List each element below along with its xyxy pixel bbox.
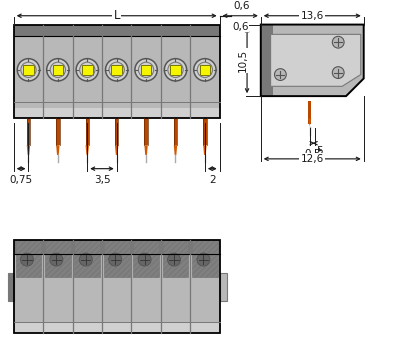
Bar [104,240,130,278]
Circle shape [46,58,70,81]
Bar [8,273,14,301]
Bar [131,102,161,108]
Bar [14,25,220,118]
Bar [16,240,41,278]
Circle shape [193,58,217,81]
Bar [115,118,118,145]
Bar [192,240,218,278]
Bar [23,65,34,75]
Bar [74,240,100,278]
Circle shape [332,37,344,48]
Text: L: L [114,9,120,22]
Bar [72,102,102,108]
Polygon shape [27,145,30,155]
Polygon shape [308,119,311,126]
Bar [162,240,188,278]
Polygon shape [86,145,89,155]
Text: 0,75: 0,75 [10,174,33,185]
Text: 2: 2 [209,174,216,185]
Text: 13,6: 13,6 [301,11,324,21]
Bar [14,102,43,108]
Bar [14,240,220,254]
Bar [174,118,177,145]
Bar [102,102,131,108]
Text: 0,6: 0,6 [232,22,248,32]
Circle shape [274,69,286,80]
Bar [141,65,151,75]
Text: 10,5: 10,5 [238,49,248,72]
Circle shape [109,253,122,266]
Bar [56,118,60,145]
Circle shape [138,253,151,266]
Text: 0,6: 0,6 [233,1,250,11]
Polygon shape [144,145,148,155]
Polygon shape [270,34,361,86]
Bar [86,118,89,145]
Bar [220,273,228,301]
Bar [14,240,220,333]
Bar [14,25,220,118]
Bar [82,65,92,75]
Bar [203,118,207,145]
Polygon shape [56,145,60,155]
Text: 3,5: 3,5 [94,174,110,185]
Bar [52,65,63,75]
Bar [190,102,220,108]
Circle shape [164,58,187,81]
Circle shape [134,58,158,81]
Bar [45,240,71,278]
Bar [43,102,72,108]
Circle shape [197,253,210,266]
Bar [14,102,220,118]
Circle shape [168,253,180,266]
Bar [144,118,148,145]
Polygon shape [203,145,207,155]
Bar [200,65,210,75]
Circle shape [20,253,34,266]
Polygon shape [261,25,364,96]
Circle shape [17,58,40,81]
Bar [14,322,220,333]
Bar [308,101,311,124]
Bar [261,25,272,96]
Text: 12,6: 12,6 [301,154,324,164]
Bar [27,118,30,145]
Bar [14,240,220,333]
Bar [133,240,159,278]
Circle shape [79,253,92,266]
Circle shape [76,58,99,81]
Polygon shape [115,145,118,155]
Circle shape [50,253,63,266]
Bar [161,102,190,108]
Bar [170,65,181,75]
Bar [14,25,220,37]
Circle shape [105,58,128,81]
Polygon shape [174,145,177,155]
Text: 5: 5 [317,146,323,156]
Bar [111,65,122,75]
Circle shape [332,67,344,79]
Text: 0,5: 0,5 [304,149,320,159]
